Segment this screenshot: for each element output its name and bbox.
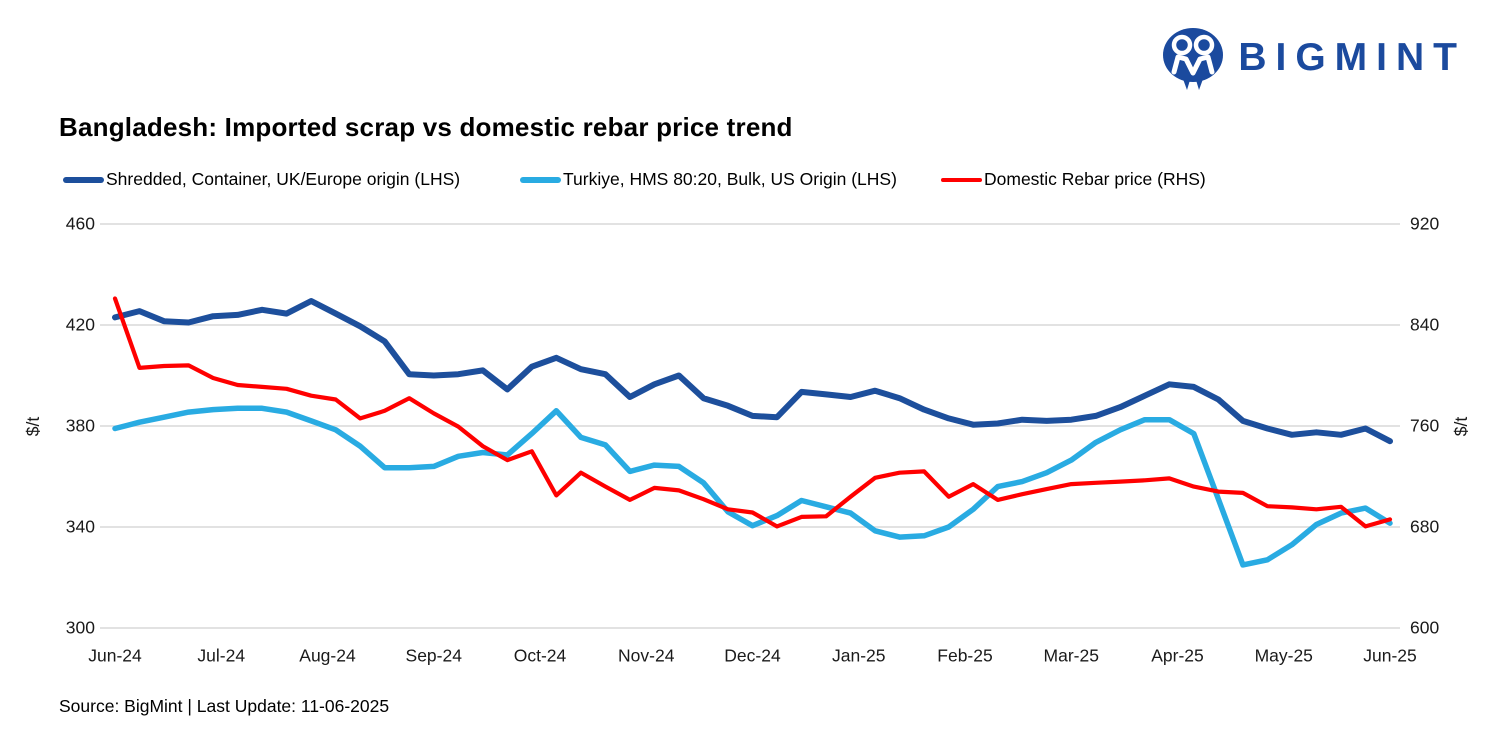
chart-title: Bangladesh: Imported scrap vs domestic r… bbox=[59, 112, 793, 143]
source-note: Source: BigMint | Last Update: 11-06-202… bbox=[59, 696, 390, 716]
bigmint-logo-icon bbox=[1163, 28, 1224, 90]
x-axis-tick-label: Jan-25 bbox=[832, 646, 886, 666]
right-axis-tick-label: 680 bbox=[1410, 517, 1439, 537]
legend-swatch-shredded bbox=[63, 176, 104, 183]
x-axis-tick-label: Sep-24 bbox=[406, 646, 463, 666]
legend-swatch-turkiye bbox=[520, 176, 561, 183]
legend-label-turkiye: Turkiye, HMS 80:20, Bulk, US Origin (LHS… bbox=[563, 169, 897, 189]
right-axis-tick-label: 840 bbox=[1410, 315, 1439, 335]
x-axis-tick-label: Jul-24 bbox=[197, 646, 245, 666]
x-axis-tick-label: Oct-24 bbox=[514, 646, 567, 666]
legend-label-rebar: Domestic Rebar price (RHS) bbox=[984, 169, 1206, 189]
x-axis-tick-label: Jun-25 bbox=[1363, 646, 1417, 666]
x-axis-tick-label: Dec-24 bbox=[724, 646, 781, 666]
x-axis-tick-label: Nov-24 bbox=[618, 646, 675, 666]
x-axis-tick-label: Feb-25 bbox=[937, 646, 992, 666]
series-line-1 bbox=[112, 405, 1393, 568]
left-axis-tick-label: 460 bbox=[66, 214, 95, 234]
x-axis-tick-label: Mar-25 bbox=[1044, 646, 1099, 666]
x-axis-tick-label: Jun-24 bbox=[88, 646, 142, 666]
legend-label-shredded: Shredded, Container, UK/Europe origin (L… bbox=[106, 169, 461, 189]
series-line-2 bbox=[112, 296, 1393, 529]
right-axis-tick-label: 920 bbox=[1410, 214, 1439, 234]
left-axis-tick-label: 380 bbox=[66, 416, 95, 436]
legend-swatch-rebar bbox=[941, 177, 982, 182]
left-axis-tick-label: 300 bbox=[66, 618, 95, 638]
bigmint-logo: BIGMINT bbox=[1161, 26, 1466, 90]
left-axis-tick-label: 420 bbox=[66, 315, 95, 335]
right-axis-tick-label: 600 bbox=[1410, 618, 1439, 638]
chart-legend: Shredded, Container, UK/Europe origin (L… bbox=[0, 169, 1500, 191]
x-axis-tick-label: Apr-25 bbox=[1151, 646, 1204, 666]
legend-item-shredded: Shredded, Container, UK/Europe origin (L… bbox=[63, 169, 460, 190]
legend-item-turkiye: Turkiye, HMS 80:20, Bulk, US Origin (LHS… bbox=[520, 169, 897, 190]
right-axis-tick-label: 760 bbox=[1410, 416, 1439, 436]
x-axis-tick-label: May-25 bbox=[1255, 646, 1313, 666]
x-axis-tick-label: Aug-24 bbox=[299, 646, 356, 666]
price-trend-chart: 460 920 420 840 380 760 340 680 300 600 Jun-24 Jul-… bbox=[0, 200, 1500, 680]
series-line-0 bbox=[112, 298, 1393, 445]
right-axis-unit-label: $/t bbox=[1451, 416, 1472, 437]
left-axis-unit-label: $/t bbox=[23, 416, 44, 437]
left-axis-tick-label: 340 bbox=[66, 517, 95, 537]
price-trend-chart-canvas: 460 920 420 840 380 760 340 680 300 600 Jun-24 Jul-… bbox=[66, 214, 1440, 666]
legend-item-rebar: Domestic Rebar price (RHS) bbox=[941, 169, 1206, 190]
bigmint-logo-text: BIGMINT bbox=[1238, 36, 1466, 79]
